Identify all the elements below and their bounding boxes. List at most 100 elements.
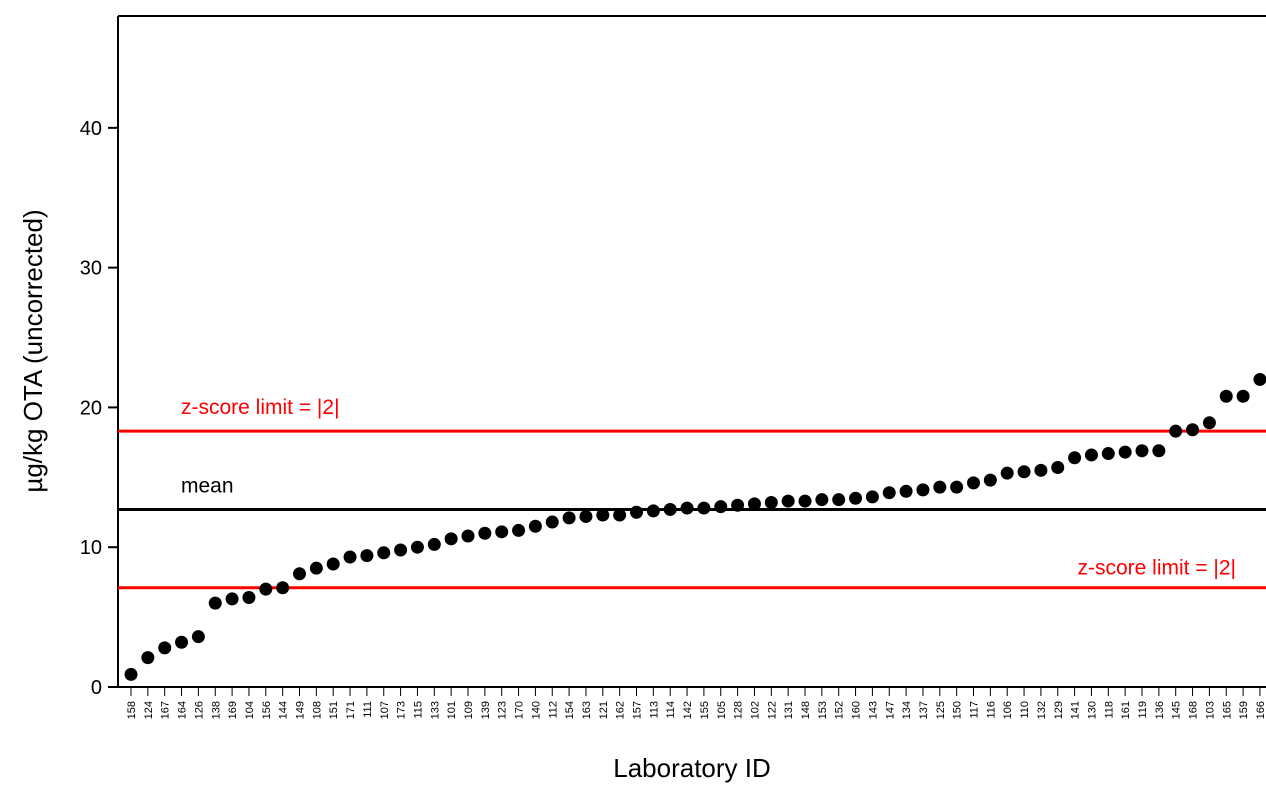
data-point [865, 490, 879, 504]
x-tick-label: 141 [1070, 701, 1082, 719]
x-tick-label: 102 [749, 701, 761, 719]
data-point [1017, 465, 1031, 479]
data-point [899, 484, 913, 498]
data-point [1169, 424, 1183, 438]
data-point [1219, 389, 1233, 403]
x-tick-label: 103 [1204, 701, 1216, 719]
data-point [1152, 444, 1166, 458]
x-tick-label: 105 [716, 701, 728, 719]
x-tick-label: 155 [699, 701, 711, 719]
data-point [613, 508, 627, 522]
x-axis: 158 124 167 164 126 138 169 104 156 144 149 108 151 1… [126, 687, 1266, 719]
data-point [562, 511, 576, 525]
x-tick-label: 165 [1221, 701, 1233, 719]
x-tick-label: 139 [480, 701, 492, 719]
x-tick-label: 151 [328, 701, 340, 719]
x-tick-label: 144 [278, 701, 290, 719]
data-point [663, 502, 677, 516]
data-point [360, 549, 374, 563]
data-point [1202, 416, 1216, 430]
data-point [377, 546, 391, 560]
data-points [124, 372, 1266, 681]
data-point [478, 526, 492, 540]
data-point [849, 491, 863, 505]
y-tick-label: 0 [91, 677, 102, 699]
data-point [781, 494, 795, 508]
x-tick-label: 101 [446, 701, 458, 719]
x-tick-label: 126 [193, 701, 205, 719]
x-tick-label: 122 [766, 701, 778, 719]
data-point [276, 581, 290, 595]
data-point [798, 494, 812, 508]
data-point [528, 519, 542, 533]
x-tick-label: 138 [210, 701, 222, 719]
data-point [343, 550, 357, 564]
x-tick-label: 117 [969, 701, 981, 719]
x-tick-label: 104 [244, 701, 256, 719]
x-tick-label: 136 [1154, 701, 1166, 719]
x-tick-label: 154 [564, 701, 576, 719]
x-tick-label: 158 [126, 701, 138, 719]
x-tick-label: 113 [648, 701, 660, 719]
x-tick-label: 125 [935, 701, 947, 719]
x-tick-label: 110 [1019, 701, 1031, 719]
x-tick-label: 157 [632, 701, 644, 719]
data-point [646, 504, 660, 518]
data-point [158, 641, 172, 655]
x-tick-label: 171 [345, 701, 357, 719]
x-tick-label: 116 [985, 701, 997, 719]
data-point [1253, 372, 1266, 386]
data-point [630, 505, 643, 519]
x-tick-label: 147 [884, 701, 896, 719]
x-tick-label: 143 [867, 701, 879, 719]
data-point [714, 500, 728, 514]
x-tick-label: 153 [817, 701, 829, 719]
x-tick-label: 164 [177, 701, 189, 719]
data-point [680, 501, 694, 515]
data-point [1034, 463, 1048, 477]
x-tick-label: 159 [1238, 701, 1250, 719]
data-point [512, 523, 526, 537]
data-point [1068, 451, 1082, 465]
x-tick-label: 152 [834, 701, 846, 719]
data-point [579, 509, 593, 523]
x-tick-label: 123 [497, 701, 509, 719]
x-tick-label: 114 [665, 701, 677, 719]
x-axis-title: Laboratory ID [613, 753, 771, 783]
data-point [309, 561, 323, 575]
x-tick-label: 115 [412, 701, 424, 719]
data-point [731, 498, 745, 512]
data-point [495, 525, 509, 539]
x-tick-label: 161 [1120, 701, 1132, 719]
x-tick-label: 108 [311, 701, 323, 719]
data-point [933, 480, 947, 494]
data-point [882, 486, 896, 500]
x-tick-label: 133 [429, 701, 441, 719]
data-point [427, 537, 441, 551]
x-tick-label: 148 [800, 701, 812, 719]
data-point [410, 540, 424, 554]
reference-line-label: mean [181, 474, 234, 497]
x-tick-label: 129 [1053, 701, 1065, 719]
x-tick-label: 149 [295, 701, 307, 719]
x-tick-label: 162 [615, 701, 627, 719]
data-point [916, 483, 930, 497]
data-point [326, 557, 340, 571]
data-point [815, 493, 829, 507]
x-tick-label: 137 [918, 701, 930, 719]
x-tick-label: 163 [581, 701, 593, 719]
x-tick-label: 128 [733, 701, 745, 719]
data-point [1135, 444, 1149, 458]
x-tick-label: 109 [463, 701, 475, 719]
x-tick-label: 119 [1137, 701, 1149, 719]
reference-line-label: z-score limit = |2| [1077, 557, 1236, 580]
data-point [950, 480, 964, 494]
data-point [259, 582, 273, 596]
x-tick-label: 140 [530, 701, 542, 719]
data-point [967, 476, 980, 490]
y-axis: 0 10 20 30 40 [80, 118, 118, 699]
data-point [1236, 389, 1250, 403]
x-tick-label: 166 [1255, 701, 1266, 719]
data-point [191, 630, 205, 644]
